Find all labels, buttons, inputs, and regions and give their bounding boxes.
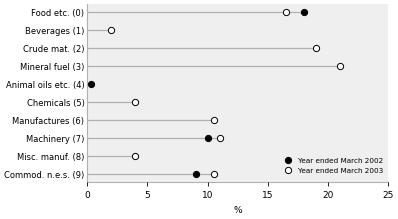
X-axis label: %: %: [233, 206, 242, 215]
Legend: Year ended March 2002, Year ended March 2003: Year ended March 2002, Year ended March …: [279, 156, 384, 175]
